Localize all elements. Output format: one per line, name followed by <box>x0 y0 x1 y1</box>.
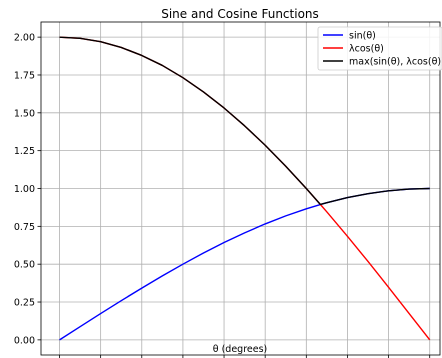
x-axis-title: θ (degrees) <box>213 344 268 355</box>
series-lines <box>59 36 431 341</box>
y-tick-label: 0.75 <box>14 222 35 233</box>
y-tick-label: 1.50 <box>14 108 35 119</box>
y-tick-label: 1.25 <box>14 146 35 157</box>
y-tick-label: 1.75 <box>14 70 35 81</box>
y-tick-label: 0.50 <box>14 260 35 271</box>
legend-label: sin(θ) <box>349 31 376 42</box>
y-tick-label: 0.00 <box>14 335 35 346</box>
legend-label: λcos(θ) <box>349 44 384 55</box>
series-line-2 <box>59 36 430 206</box>
legend: sin(θ) λcos(θ) max(sin(θ), λcos(θ)) <box>317 26 442 71</box>
axis-ticks: 01020304050607080900.000.250.500.751.001… <box>14 33 431 358</box>
y-tick-label: 1.00 <box>14 184 35 195</box>
grid <box>41 22 440 355</box>
legend-label: max(sin(θ), λcos(θ)) <box>349 57 442 68</box>
y-tick-label: 0.25 <box>14 298 35 309</box>
legend-box <box>317 26 442 71</box>
chart-title: Sine and Cosine Functions <box>161 7 319 21</box>
y-tick-label: 2.00 <box>14 33 35 44</box>
